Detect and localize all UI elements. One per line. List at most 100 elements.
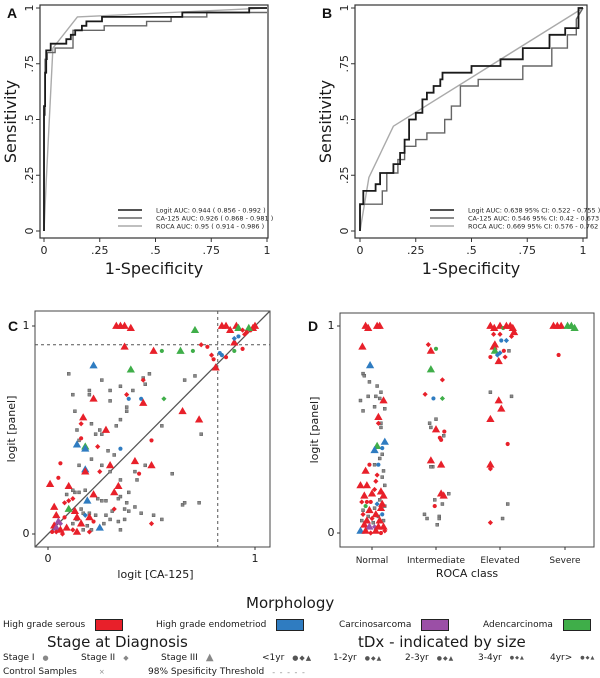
stage-3-marker	[76, 519, 86, 527]
stage-2-marker	[439, 395, 445, 402]
control-marker	[100, 432, 104, 436]
control-marker	[379, 390, 383, 394]
stage-2-marker	[148, 521, 155, 527]
stage-1-marker	[50, 529, 55, 534]
control-marker	[500, 516, 505, 521]
panel-label: A	[7, 5, 17, 21]
y-tick-label: .5	[338, 114, 351, 125]
legend-label: Adencarcinoma	[483, 620, 553, 630]
control-marker	[143, 382, 147, 386]
stage-2-marker	[124, 392, 130, 398]
stage-3-marker	[426, 365, 436, 373]
stage-3-marker	[72, 440, 82, 448]
stage-3-marker	[426, 346, 436, 354]
stage-3-marker	[139, 398, 148, 406]
control-marker	[108, 517, 112, 522]
control-marker	[108, 399, 112, 403]
stage-2-marker	[373, 478, 379, 484]
stage-2-marker	[503, 337, 509, 344]
tdx-legend-title: tDx - indicated by size	[358, 633, 526, 651]
category-label-severe: Severe	[549, 556, 581, 566]
control-marker	[93, 513, 98, 517]
stage-3-marker	[361, 466, 370, 474]
stage-1-marker	[364, 499, 369, 505]
legend-entry: ROCA AUC: 0.669 95% CI: 0.576 - 0.762 )	[468, 222, 600, 230]
stage-3-marker	[490, 346, 500, 354]
stage-3-marker	[486, 460, 495, 468]
control-marker	[422, 512, 427, 517]
control-marker	[116, 496, 121, 501]
stage-2-marker	[360, 511, 366, 517]
stage-3-marker	[89, 361, 98, 369]
y-tick-label: 0	[23, 228, 36, 235]
x-tick-label: .75	[203, 244, 221, 257]
stage-3-marker	[81, 467, 90, 475]
control-marker	[104, 499, 108, 503]
stage-3-marker	[52, 510, 61, 519]
stage-2-marker	[497, 331, 503, 337]
stage-3-marker	[371, 526, 380, 534]
stage-1-marker	[58, 461, 63, 466]
legend-label: <1yr	[262, 653, 285, 663]
panel-b-roc-chart: B 0 .25 .5 .75 1 0 .25 .5 .75 1 1-Specificity Sensit…	[316, 4, 600, 278]
control-marker	[383, 407, 387, 411]
stage-1-marker	[432, 504, 437, 509]
stage-1-marker	[442, 429, 447, 434]
stage-3-marker	[194, 415, 204, 423]
control-marker	[170, 471, 174, 476]
y-tick-label: .5	[23, 114, 36, 125]
blue-swatch	[276, 619, 305, 631]
stage-3-marker	[356, 481, 365, 489]
stage-3-marker	[190, 325, 200, 334]
y-tick-label: .75	[23, 55, 36, 73]
y-tick-label: 0	[23, 527, 30, 540]
legend-entry: ROCA AUC: 0.95 ( 0.914 - 0.986 )	[156, 222, 264, 230]
stage-1-marker	[368, 499, 373, 505]
control-marker	[89, 528, 94, 532]
panel-c-scatter-chart: C 0 1 0 1 logit [CA-125] logit [panel]	[5, 310, 271, 581]
stage-1-marker	[205, 344, 210, 349]
stage-3-marker	[147, 461, 156, 469]
control-marker	[118, 494, 123, 499]
stage-3-marker	[439, 491, 448, 499]
control-marker	[427, 421, 432, 425]
legend-item-stage-3: Stage III ▲	[161, 652, 215, 663]
stage-3-marker	[120, 321, 129, 329]
panel-d-scatter-chart: D Normal Intermediate Elevated Severe 0 1 ROCA …	[308, 312, 595, 580]
stage-3-marker	[110, 488, 119, 496]
stage-1-marker	[439, 437, 444, 442]
stage-3-marker	[45, 479, 55, 487]
stage-1-marker	[139, 396, 144, 401]
control-marker	[116, 519, 121, 524]
legend-label: Stage III	[161, 652, 198, 663]
x-tick-label: .5	[150, 244, 161, 257]
control-marker	[77, 463, 81, 468]
stage-3-marker	[95, 523, 104, 531]
stage-2-marker	[439, 377, 445, 383]
x-tick-label: 1	[252, 552, 259, 565]
stage-2-marker	[95, 444, 101, 450]
control-marker	[147, 372, 152, 376]
stage-1-marker	[556, 352, 561, 358]
stage-1-marker	[380, 512, 385, 517]
stage-3-marker	[365, 361, 375, 369]
legend-item-tdx-2-3yr: 2-3yr ●◆▲	[405, 653, 454, 663]
control-marker	[118, 478, 123, 482]
control-marker	[425, 516, 429, 521]
control-marker	[160, 517, 164, 522]
purple-swatch	[421, 619, 450, 631]
control-marker	[367, 380, 372, 384]
stage-1-marker	[505, 441, 510, 447]
control-marker	[104, 513, 108, 517]
y-tick-label: .75	[338, 55, 351, 73]
stage-1-marker	[137, 471, 142, 476]
stage-2-marker	[422, 391, 428, 397]
legend-item-tdx-1-2yr: 1-2yr ●◆▲	[333, 653, 382, 663]
control-marker	[71, 488, 75, 493]
control-marker	[139, 511, 143, 515]
legend-item-carcinosarcoma: Carcinosarcoma	[339, 619, 450, 631]
y-tick-label: .25	[338, 167, 351, 185]
control-marker	[118, 528, 123, 532]
control-marker	[509, 394, 514, 399]
stage-2-marker	[502, 354, 508, 360]
